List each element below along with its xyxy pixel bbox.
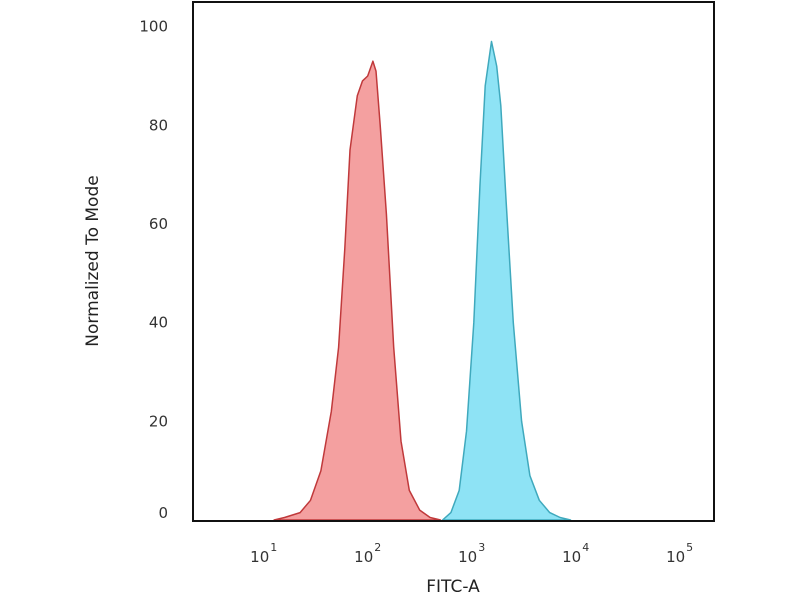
y-tick-label: 60 — [149, 215, 168, 233]
x-tick-exponent: 4 — [582, 541, 589, 554]
x-tick-exponent: 1 — [270, 541, 277, 554]
x-tick-label: 101 — [250, 541, 277, 566]
x-tick-label: 103 — [458, 541, 485, 566]
x-tick-label: 102 — [354, 541, 381, 566]
plot-frame — [192, 1, 715, 522]
x-tick-base: 10 — [458, 548, 477, 566]
x-tick-base: 10 — [666, 548, 685, 566]
y-tick-label: 0 — [158, 504, 168, 522]
x-tick-base: 10 — [354, 548, 373, 566]
x-tick-base: 10 — [562, 548, 581, 566]
x-tick-exponent: 5 — [686, 541, 693, 554]
y-tick-label: 80 — [149, 116, 168, 134]
x-tick-exponent: 2 — [374, 541, 381, 554]
x-axis-label: FITC-A — [426, 577, 480, 597]
x-tick-label: 104 — [562, 541, 589, 566]
y-tick-label: 40 — [149, 314, 168, 332]
y-tick-label: 100 — [139, 18, 168, 36]
histogram-series-2 — [441, 40, 572, 521]
y-axis-label: Normalized To Mode — [83, 175, 103, 346]
histogram-series-1 — [273, 60, 442, 521]
x-tick-exponent: 3 — [478, 541, 485, 554]
x-tick-base: 10 — [250, 548, 269, 566]
y-tick-label: 20 — [149, 412, 168, 430]
y-axis: 0 20 40 60 80 100 — [139, 18, 168, 522]
x-tick-label: 105 — [666, 541, 693, 566]
series-layer — [273, 40, 572, 521]
